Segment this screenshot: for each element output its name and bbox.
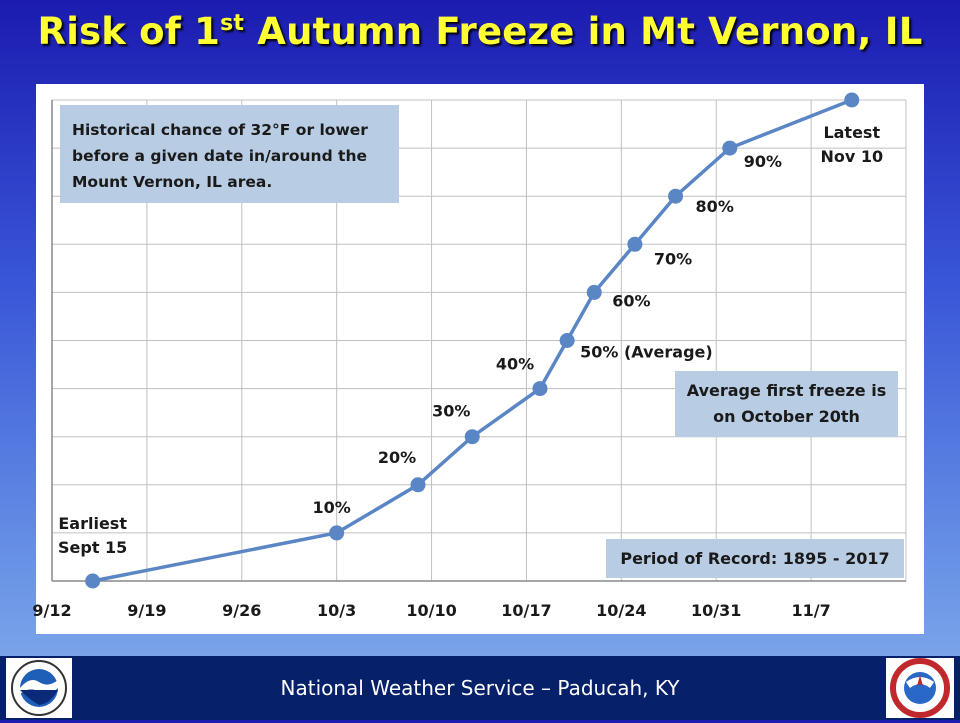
data-point: [329, 525, 345, 541]
x-tick-label: 10/24: [596, 601, 646, 620]
x-tick-label: 10/17: [501, 601, 551, 620]
data-label: 40%: [496, 355, 534, 374]
footer-bar: National Weather Service – Paducah, KY: [0, 656, 960, 720]
data-label: 50% (Average): [580, 343, 713, 362]
data-point: [85, 573, 101, 589]
data-point: [410, 477, 426, 493]
data-label: 80%: [696, 197, 734, 216]
note-line: Historical chance of 32°F or lower: [72, 121, 368, 139]
data-point: [464, 429, 480, 445]
description-note: Historical chance of 32°F or lower befor…: [60, 105, 399, 203]
footer-text: National Weather Service – Paducah, KY: [280, 676, 680, 700]
data-label: 20%: [378, 448, 416, 467]
data-point: [559, 333, 575, 348]
data-label: 70%: [654, 249, 692, 268]
x-tick-label: 9/12: [32, 601, 71, 620]
average-freeze-note: Average first freeze is on October 20th: [675, 371, 898, 437]
data-point: [668, 188, 684, 204]
data-label: Latest: [823, 123, 880, 142]
chart-title: Risk of 1st Autumn Freeze in Mt Vernon, …: [37, 10, 923, 53]
data-label: Nov 10: [820, 147, 883, 166]
x-tick-label: 9/19: [127, 601, 166, 620]
note-line: before a given date in/around the: [72, 147, 368, 165]
x-tick-label: 10/31: [691, 601, 741, 620]
note-line: on October 20th: [713, 407, 860, 426]
x-tick-label: 9/26: [222, 601, 261, 620]
x-tick-label: 10/3: [317, 601, 356, 620]
data-label: Sept 15: [58, 538, 127, 557]
x-tick-label: 11/7: [791, 601, 830, 620]
x-tick-label: 10/10: [406, 601, 456, 620]
data-label: 90%: [744, 152, 782, 171]
period-of-record-note: Period of Record: 1895 - 2017: [606, 539, 904, 578]
note-line: Average first freeze is: [686, 381, 887, 400]
data-point: [627, 236, 643, 252]
data-label: 60%: [612, 291, 650, 310]
data-point: [532, 381, 548, 397]
data-label: 30%: [432, 402, 470, 421]
data-label: 10%: [313, 498, 351, 517]
note-line: Mount Vernon, IL area.: [72, 173, 273, 191]
data-point: [722, 140, 738, 156]
data-point: [586, 284, 602, 300]
nws-logo: [886, 658, 954, 718]
noaa-logo: [6, 658, 72, 718]
data-point: [844, 92, 860, 108]
data-label: Earliest: [58, 514, 127, 533]
